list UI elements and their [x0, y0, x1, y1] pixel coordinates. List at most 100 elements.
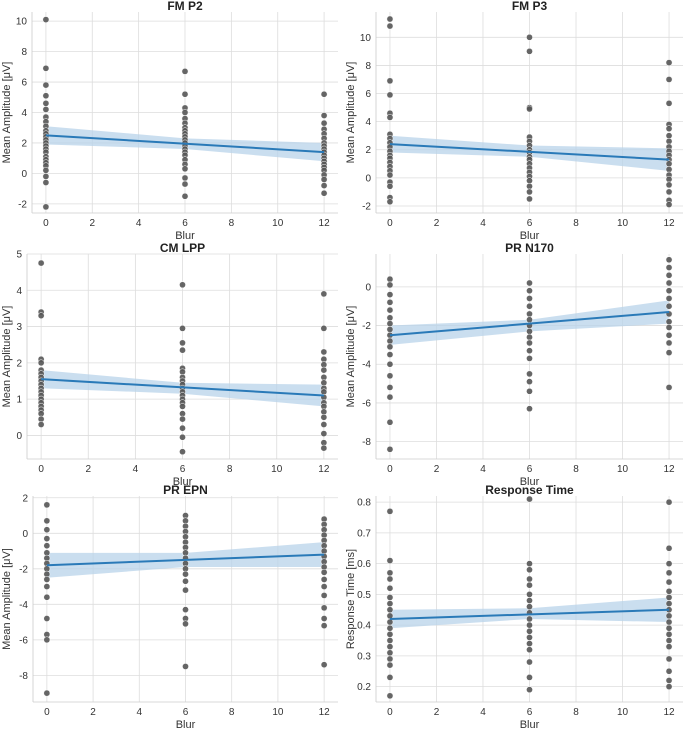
data-point	[43, 517, 51, 525]
y-tick-label: 1	[16, 395, 22, 406]
x-tick-label: 8	[227, 464, 233, 475]
data-point	[665, 331, 673, 339]
x-tick-label: 10	[617, 707, 629, 718]
data-point	[386, 569, 394, 577]
data-point	[386, 594, 394, 601]
x-tick-label: 8	[573, 707, 579, 718]
data-point	[526, 658, 533, 666]
data-point	[526, 188, 533, 196]
data-point	[182, 606, 189, 614]
data-point	[320, 444, 328, 452]
data-point	[386, 351, 394, 358]
x-tick-label: 0	[44, 707, 50, 718]
data-point	[42, 16, 50, 23]
data-point	[526, 621, 533, 629]
y-tick-label: -2	[362, 201, 371, 212]
data-point	[526, 591, 533, 598]
chart-title: Response Time	[485, 483, 574, 497]
data-point	[526, 287, 533, 295]
data-point	[320, 182, 328, 189]
data-point	[179, 415, 186, 423]
data-point	[526, 195, 533, 203]
data-point	[665, 100, 673, 107]
data-point	[665, 643, 673, 651]
chart-panel-5: 0 2 4 6 8 10 12 -8 -6 -4 -2 0 2 PR EPN Blur Mean Amplit…	[1, 483, 338, 729]
data-point	[386, 22, 394, 30]
x-tick-label: 12	[319, 218, 331, 229]
x-tick-label: 4	[136, 218, 142, 229]
data-point	[526, 686, 533, 694]
regression-line	[45, 134, 325, 154]
data-point	[526, 378, 533, 385]
data-point	[526, 310, 533, 318]
data-point	[665, 201, 673, 208]
data-point	[665, 339, 673, 347]
data-point	[665, 264, 673, 271]
data-point	[320, 569, 328, 576]
data-point	[526, 627, 533, 635]
y-tick-label: 2	[365, 145, 371, 156]
data-point	[42, 64, 50, 72]
data-point	[42, 81, 50, 89]
data-point	[320, 622, 328, 629]
data-point	[386, 91, 394, 99]
x-tick-label: 2	[89, 218, 95, 229]
data-point	[43, 501, 51, 509]
data-point	[37, 421, 45, 428]
chart-title: FM P3	[512, 0, 548, 13]
y-tick-label: 8	[21, 47, 27, 58]
data-point	[526, 640, 533, 647]
data-point	[665, 279, 673, 287]
data-point	[526, 575, 533, 583]
data-point	[526, 646, 533, 654]
data-point	[665, 287, 673, 295]
data-point	[42, 167, 50, 174]
data-point	[526, 279, 533, 287]
data-point	[37, 359, 45, 367]
data-point	[181, 192, 189, 200]
data-point	[665, 318, 673, 326]
x-tick-label: 4	[133, 464, 139, 475]
y-tick-label: 0	[21, 169, 27, 180]
chart-panel-4: 0 2 4 6 8 10 12 -8 -6 -4 -2 0 PR N170 Blur Mean Amplit…	[345, 241, 683, 488]
data-point	[526, 182, 533, 190]
data-point	[665, 594, 673, 601]
data-point	[386, 171, 394, 179]
x-tick-label: 6	[183, 707, 189, 718]
data-point	[43, 583, 51, 590]
data-point	[665, 137, 673, 145]
regression-line	[41, 378, 324, 397]
data-point	[182, 577, 189, 585]
data-point	[386, 275, 394, 283]
data-point	[386, 281, 394, 289]
x-tick-label: 8	[229, 218, 235, 229]
data-point	[386, 77, 394, 85]
data-point	[665, 624, 673, 632]
data-point	[43, 593, 51, 601]
y-axis-label: Mean Amplitude [μV]	[1, 62, 13, 164]
y-tick-label: 2	[21, 138, 27, 149]
y-tick-label: 8	[365, 61, 371, 72]
data-point	[665, 569, 673, 577]
data-point	[386, 606, 394, 614]
data-point	[386, 692, 394, 700]
data-point	[526, 597, 533, 604]
data-point	[320, 189, 328, 197]
chart-title: FM P2	[167, 0, 203, 13]
data-point	[386, 320, 394, 327]
y-tick-label: -6	[362, 398, 371, 409]
data-point	[42, 203, 50, 211]
data-point	[665, 295, 673, 302]
data-point	[320, 348, 328, 356]
chart-panel-1: 0 2 4 6 8 10 12 -2 0 2 4 6 8 10 FM P2 Blur Mean Amplitud…	[1, 0, 338, 242]
y-tick-label: -8	[19, 671, 28, 682]
data-point	[665, 175, 673, 183]
data-point	[42, 179, 50, 186]
data-point	[665, 677, 673, 684]
y-tick-label: -2	[18, 199, 27, 210]
data-point	[320, 119, 328, 127]
data-point	[665, 498, 673, 506]
y-tick-label: 4	[365, 117, 371, 128]
y-tick-label: 10	[360, 33, 372, 44]
data-point	[386, 298, 394, 306]
